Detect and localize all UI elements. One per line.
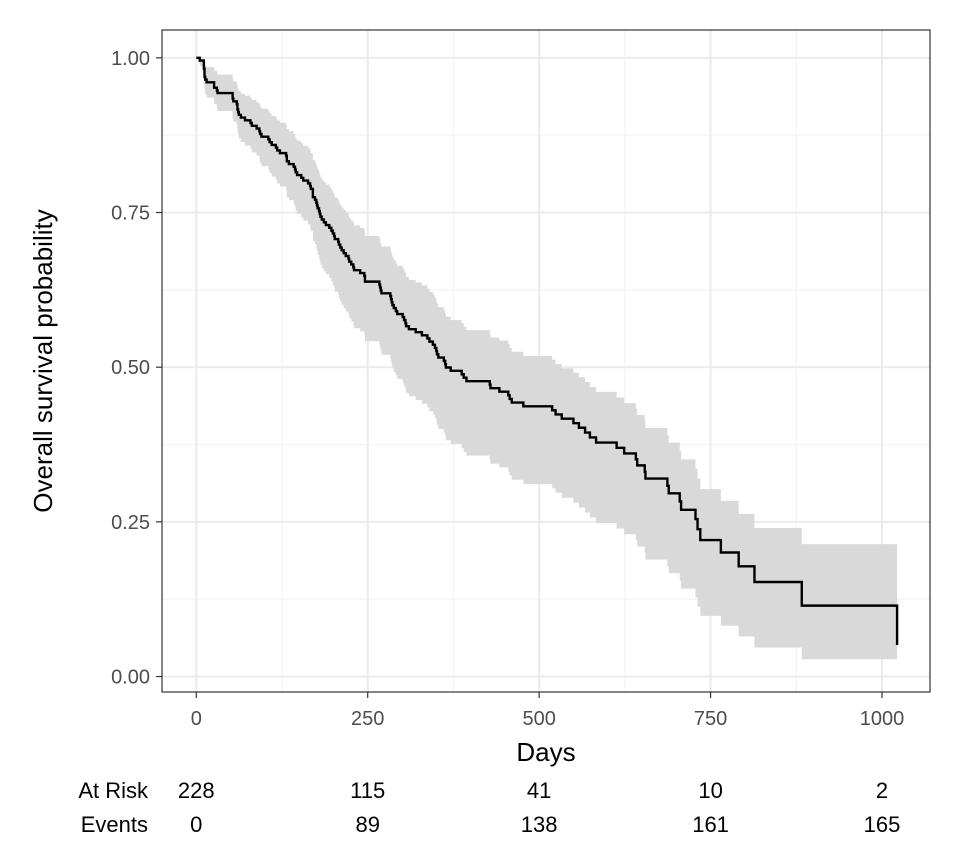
risk-table-row-label: At Risk (78, 778, 149, 803)
x-axis-title: Days (516, 737, 575, 767)
x-tick-label: 0 (191, 708, 202, 730)
x-tick-label: 500 (522, 708, 555, 730)
y-tick-label: 1.00 (111, 48, 150, 70)
risk-table-row-label: Events (81, 812, 148, 837)
risk-table: At Risk 228 115 41 10 2 Events 0 89 138 161 165 (78, 778, 900, 837)
risk-table-cell: 161 (692, 812, 729, 837)
risk-table-cell: 115 (350, 778, 385, 803)
risk-table-cell: 165 (864, 812, 901, 837)
risk-table-cell: 138 (521, 812, 558, 837)
y-tick-label: 0.50 (111, 357, 150, 379)
survival-curve-layer (196, 56, 899, 646)
x-axis-ticks: 0 250 500 750 1000 (191, 692, 905, 730)
y-tick-label: 0.00 (111, 667, 150, 689)
risk-table-cell: 0 (190, 812, 202, 837)
x-tick-label: 250 (351, 708, 384, 730)
y-tick-label: 0.75 (111, 203, 150, 225)
y-tick-label: 0.25 (111, 512, 150, 534)
survival-curve (196, 56, 899, 646)
confidence-band-layer (196, 57, 898, 676)
confidence-band (196, 57, 898, 676)
risk-table-cell: 228 (178, 778, 215, 803)
panel-border (161, 29, 931, 693)
y-axis-title: Overall survival probability (28, 209, 58, 512)
x-tick-label: 750 (694, 708, 727, 730)
x-tick-label: 1000 (860, 708, 905, 730)
risk-table-cell: 10 (698, 778, 722, 803)
risk-table-cell: 41 (527, 778, 551, 803)
y-axis-ticks: 0.00 0.25 0.50 0.75 1.00 (111, 48, 162, 689)
risk-table-cell: 2 (876, 778, 888, 803)
risk-table-cell: 89 (355, 812, 379, 837)
